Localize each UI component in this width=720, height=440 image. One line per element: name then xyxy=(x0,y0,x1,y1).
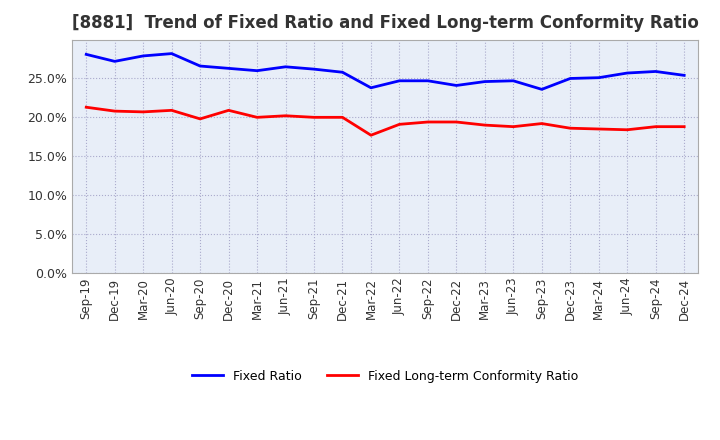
Fixed Long-term Conformity Ratio xyxy=(139,109,148,114)
Fixed Ratio xyxy=(225,66,233,71)
Fixed Ratio xyxy=(480,79,489,84)
Fixed Long-term Conformity Ratio xyxy=(566,125,575,131)
Fixed Ratio xyxy=(452,83,461,88)
Fixed Ratio xyxy=(566,76,575,81)
Fixed Ratio xyxy=(595,75,603,81)
Legend: Fixed Ratio, Fixed Long-term Conformity Ratio: Fixed Ratio, Fixed Long-term Conformity … xyxy=(187,365,583,388)
Fixed Long-term Conformity Ratio xyxy=(595,126,603,132)
Fixed Ratio xyxy=(82,52,91,57)
Fixed Long-term Conformity Ratio xyxy=(196,116,204,121)
Fixed Long-term Conformity Ratio xyxy=(623,127,631,132)
Fixed Ratio xyxy=(395,78,404,84)
Fixed Ratio xyxy=(423,78,432,84)
Fixed Ratio xyxy=(139,53,148,59)
Fixed Ratio xyxy=(338,70,347,75)
Fixed Ratio xyxy=(623,70,631,76)
Fixed Long-term Conformity Ratio xyxy=(167,108,176,113)
Line: Fixed Ratio: Fixed Ratio xyxy=(86,54,684,89)
Fixed Ratio xyxy=(282,64,290,70)
Fixed Ratio xyxy=(167,51,176,56)
Fixed Long-term Conformity Ratio xyxy=(110,109,119,114)
Fixed Long-term Conformity Ratio xyxy=(423,119,432,125)
Fixed Ratio xyxy=(509,78,518,84)
Fixed Long-term Conformity Ratio xyxy=(480,122,489,128)
Fixed Long-term Conformity Ratio xyxy=(338,115,347,120)
Fixed Long-term Conformity Ratio xyxy=(366,132,375,138)
Fixed Ratio xyxy=(253,68,261,73)
Fixed Long-term Conformity Ratio xyxy=(225,108,233,113)
Line: Fixed Long-term Conformity Ratio: Fixed Long-term Conformity Ratio xyxy=(86,107,684,135)
Fixed Ratio xyxy=(366,85,375,91)
Fixed Long-term Conformity Ratio xyxy=(452,119,461,125)
Fixed Long-term Conformity Ratio xyxy=(395,122,404,127)
Fixed Ratio xyxy=(196,63,204,69)
Fixed Long-term Conformity Ratio xyxy=(680,124,688,129)
Fixed Ratio xyxy=(537,87,546,92)
Title: [8881]  Trend of Fixed Ratio and Fixed Long-term Conformity Ratio: [8881] Trend of Fixed Ratio and Fixed Lo… xyxy=(72,15,698,33)
Fixed Long-term Conformity Ratio xyxy=(509,124,518,129)
Fixed Long-term Conformity Ratio xyxy=(82,105,91,110)
Fixed Ratio xyxy=(110,59,119,64)
Fixed Ratio xyxy=(652,69,660,74)
Fixed Long-term Conformity Ratio xyxy=(537,121,546,126)
Fixed Long-term Conformity Ratio xyxy=(282,113,290,118)
Fixed Long-term Conformity Ratio xyxy=(253,115,261,120)
Fixed Long-term Conformity Ratio xyxy=(310,115,318,120)
Fixed Long-term Conformity Ratio xyxy=(652,124,660,129)
Fixed Ratio xyxy=(680,73,688,78)
Fixed Ratio xyxy=(310,66,318,72)
